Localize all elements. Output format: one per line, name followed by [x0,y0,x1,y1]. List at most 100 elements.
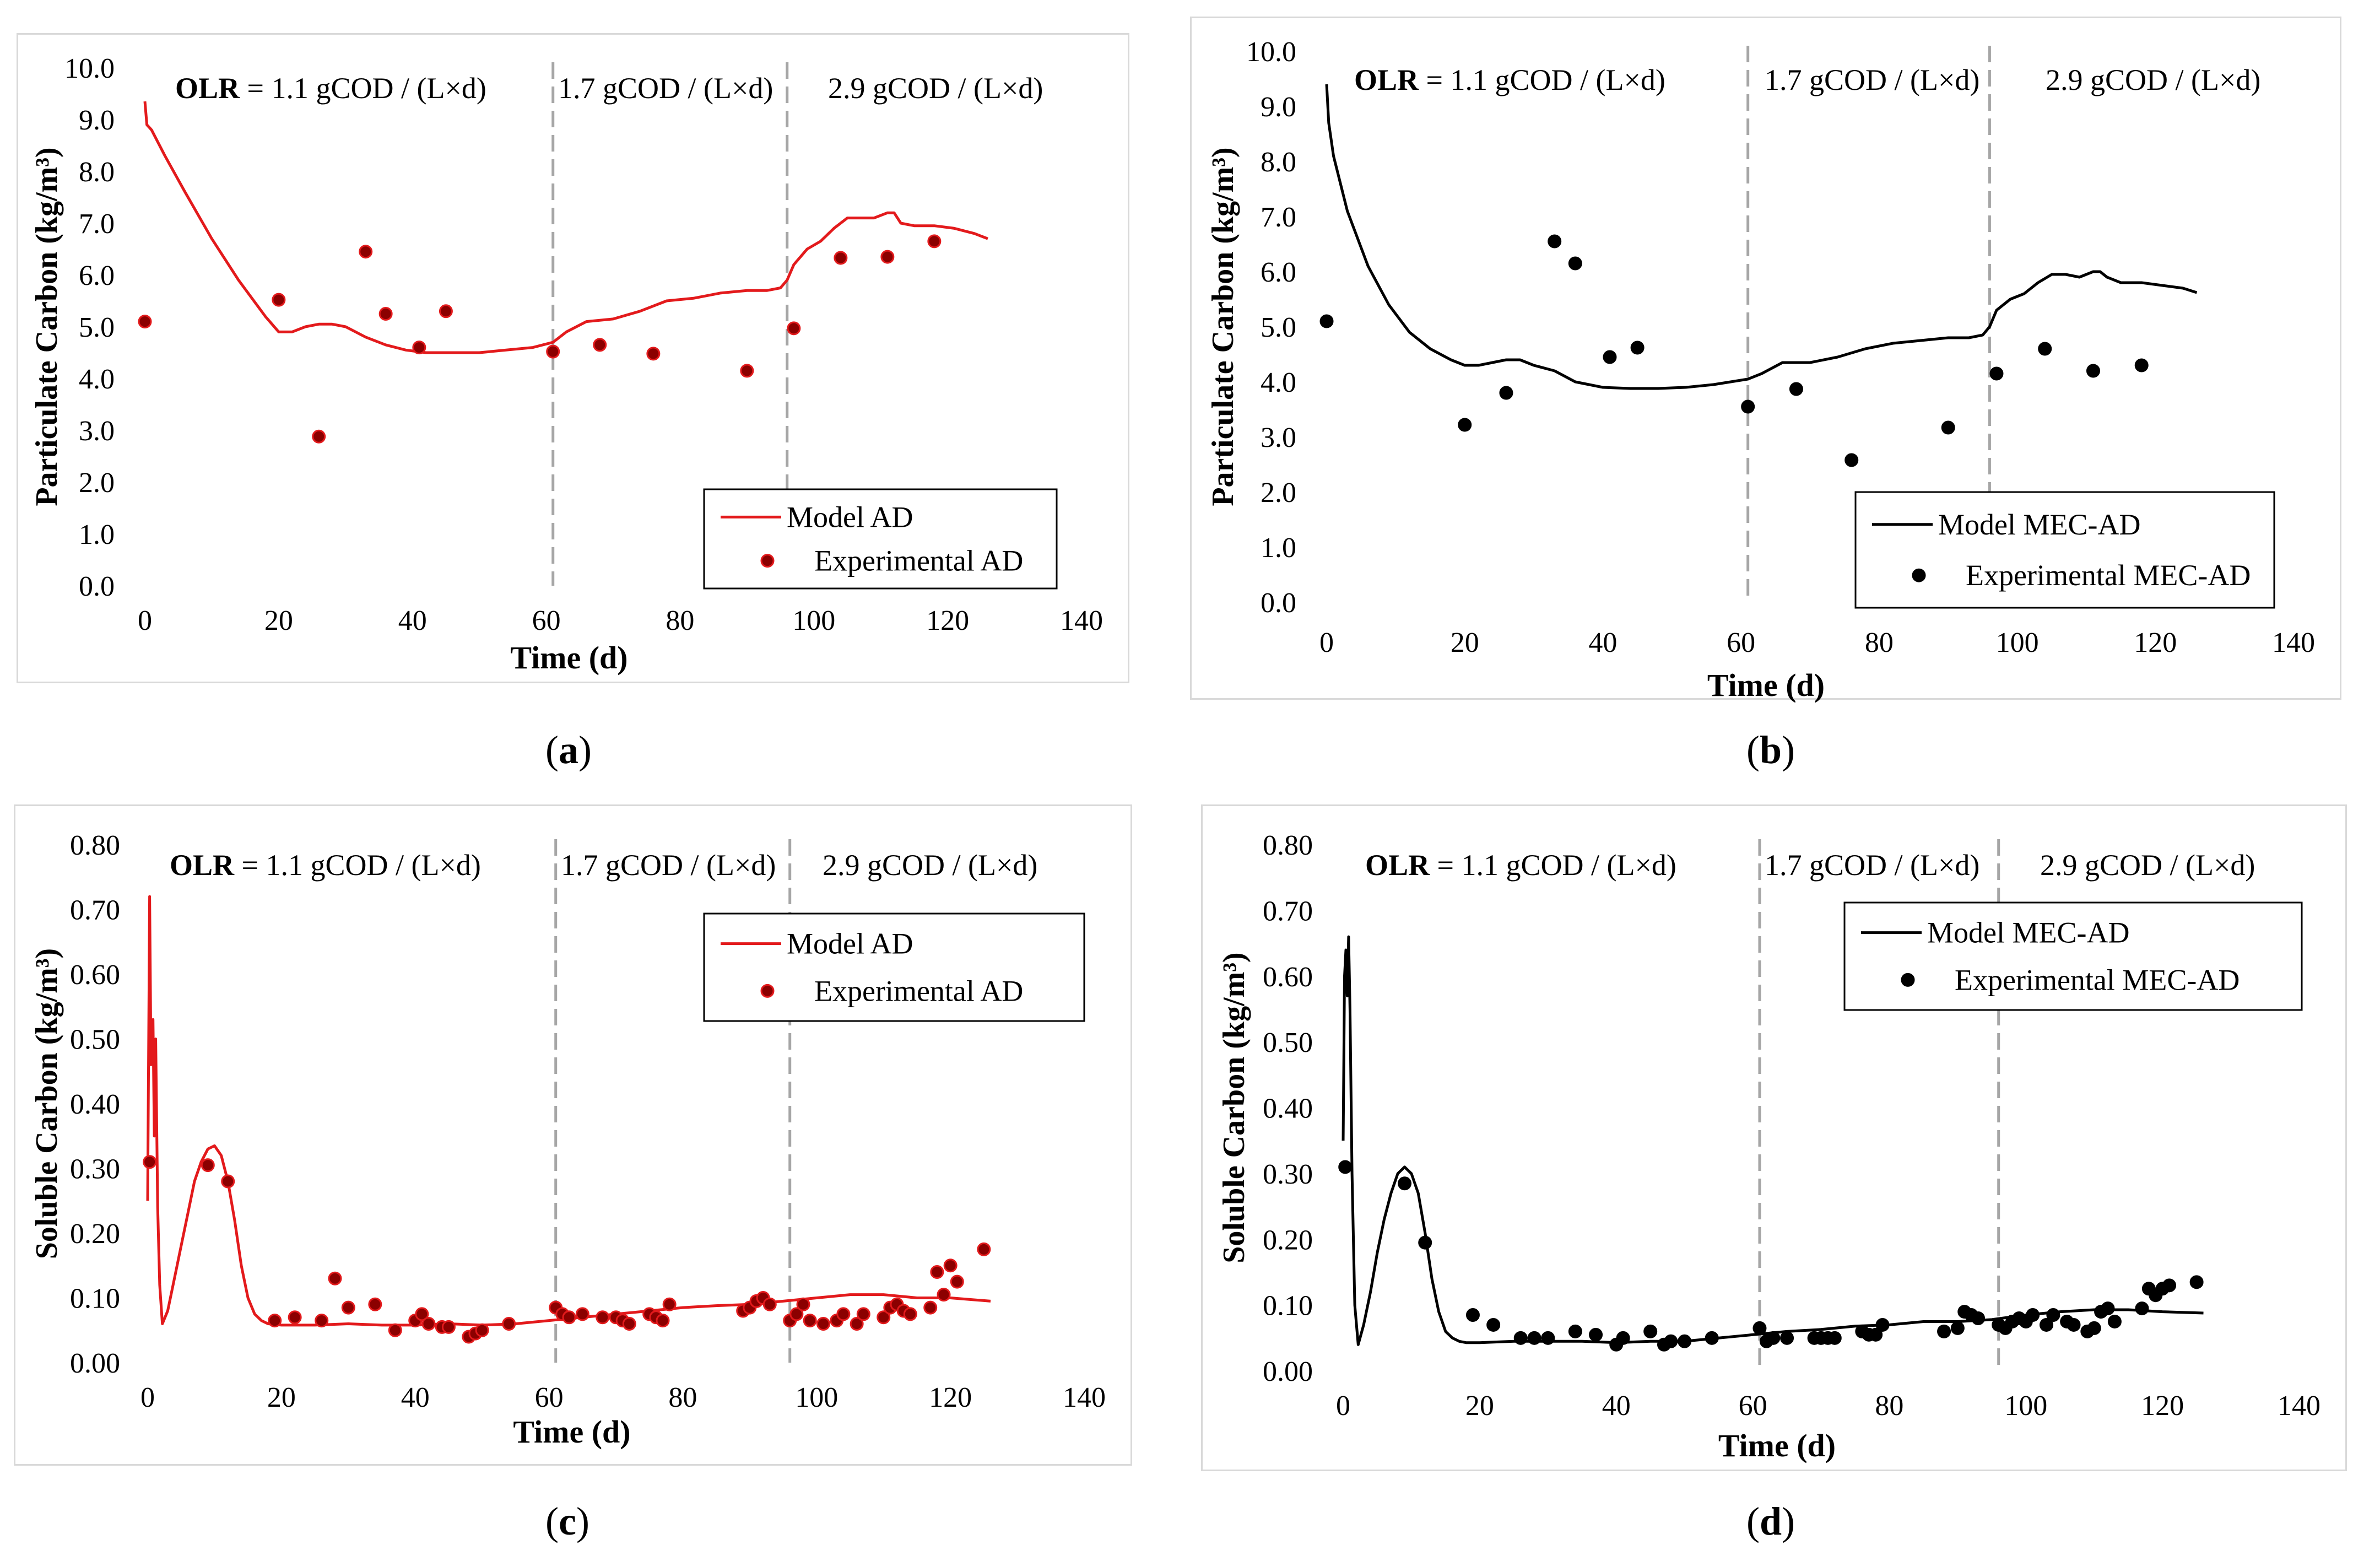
experimental-point [2107,1314,2122,1328]
experimental-point [1541,1331,1555,1345]
experimental-point [1741,399,1755,414]
model-series-line [146,895,991,1327]
experimental-point [2086,364,2100,378]
x-tick-label: 20 [264,605,293,636]
experimental-point [923,1300,938,1315]
phase-label: 2.9 gCOD / (L×d) [823,849,1037,882]
experimental-point [221,1174,235,1189]
experimental-point [1780,1331,1794,1345]
y-tick-label: 9.0 [79,105,115,136]
experimental-point [546,344,560,359]
x-tick-label: 40 [401,1382,430,1413]
y-tick-label: 8.0 [79,156,115,188]
x-tick-label: 20 [1451,627,1479,658]
experimental-point [622,1317,636,1331]
y-tick-label: 5.0 [1261,312,1296,343]
experimental-point [950,1274,964,1289]
experimental-point [575,1307,589,1321]
phase-label-text: = 1.1 gCOD / (L×d) [240,72,486,105]
x-axis-label: Time (d) [1707,667,1825,703]
y-tick-label: 0.20 [1263,1224,1313,1256]
legend-model-label: Model MEC-AD [1927,916,2129,949]
experimental-point [836,1307,851,1321]
experimental-point [2134,358,2149,372]
experimental-point [2189,1275,2204,1289]
experimental-point [816,1317,830,1331]
x-tick-label: 140 [2272,627,2315,658]
caption-d: (d) [1746,1499,1795,1543]
experimental-point [143,1155,157,1169]
experimental-point [1418,1235,1432,1250]
chart-d-svg: 0.00 0.10 0.20 0.30 0.40 0.50 0.60 0.70 0.80 0 20 4… [1217,830,2320,1463]
experimental-point [1789,382,1803,396]
phase-label-bold: OLR [175,72,240,105]
experimental-point [656,1314,670,1328]
experimental-point [328,1271,342,1285]
x-tick-label: 80 [1865,627,1894,658]
chart-b-svg: 0.0 1.0 2.0 3.0 4.0 5.0 6.0 7.0 8.0 9.0 10.0 0 20 40 6… [1206,36,2315,703]
y-tick-label: 0.50 [70,1024,120,1056]
y-tick-label: 0.60 [70,959,120,991]
experimental-point [2135,1301,2149,1316]
experimental-point [1548,234,1562,249]
legend-model-label: Model MEC-AD [1938,508,2140,541]
experimental-point [943,1258,958,1273]
experimental-point [415,1307,429,1321]
experimental-point [877,1310,891,1325]
legend-experimental-label: Experimental MEC-AD [1966,559,2251,592]
experimental-point [834,251,848,265]
x-tick-label: 120 [929,1382,972,1413]
legend-experimental-label: Experimental MEC-AD [1955,963,2240,996]
y-tick-label: 0.30 [70,1154,120,1185]
phase-label-text: 2.9 gCOD / (L×d) [2046,63,2260,96]
experimental-point [1752,1321,1767,1335]
y-tick-label: 3.0 [79,415,115,447]
experimental-point [937,1288,951,1302]
chart-panel-d: 0.00 0.10 0.20 0.30 0.40 0.50 0.60 0.70 0.80 0 20 4… [1201,804,2347,1471]
x-tick-label: 80 [668,1382,697,1413]
phase-label-text: 1.7 gCOD / (L×d) [561,849,776,882]
experimental-point [1766,1331,1781,1345]
experimental-point [662,1297,677,1311]
y-tick-label: 2.0 [1261,477,1296,509]
x-tick-label: 60 [532,605,561,636]
experimental-point [1989,366,2004,381]
y-tick-label: 0.0 [79,571,115,602]
y-tick-label: 4.0 [79,364,115,395]
chart-panel-b: 0.0 1.0 2.0 3.0 4.0 5.0 6.0 7.0 8.0 9.0 10.0 0 20 40 6… [1190,17,2341,703]
experimental-point [1458,418,1472,432]
experimental-point [272,293,286,307]
y-axis-label: Particulate Carbon (kg/m³) [1206,147,1240,506]
experimental-point [880,250,895,264]
experimental-point [441,1320,456,1334]
experimental-point [1589,1327,1603,1342]
y-tick-label: 0.60 [1263,962,1313,993]
experimental-point [378,307,393,321]
caption-d-letter: d [1759,1499,1782,1543]
experimental-point [201,1158,215,1173]
experimental-point [2046,1308,2060,1322]
phase-label: 1.7 gCOD / (L×d) [1765,849,1979,882]
experimental-point [1875,1317,1890,1332]
y-tick-label: 0.50 [1263,1027,1313,1058]
experimental-point [341,1300,355,1315]
caption-c: (c) [545,1499,589,1543]
experimental-point [1486,1317,1501,1332]
x-tick-label: 100 [2004,1390,2047,1422]
model-series-line [143,101,988,354]
phase-label-text: 1.7 gCOD / (L×d) [1765,849,1979,882]
legend-box [703,912,1085,1022]
experimental-point [2067,1317,2081,1332]
phase-label: OLR = 1.1 gCOD / (L×d) [175,72,486,105]
phase-label: 2.9 gCOD / (L×d) [828,72,1043,105]
phase-label: OLR = 1.1 gCOD / (L×d) [170,849,481,882]
y-tick-label: 0.70 [1263,895,1313,927]
x-tick-label: 60 [1739,1390,1767,1422]
experimental-point [2038,342,2052,356]
y-tick-label: 7.0 [1261,202,1296,233]
x-tick-label: 40 [1588,627,1617,658]
phase-label: OLR = 1.1 gCOD / (L×d) [1354,63,1665,96]
chart-c-svg: 0.00 0.10 0.20 0.30 0.40 0.50 0.60 0.70 0.80 0 20 4… [30,830,1106,1450]
x-axis-label: Time (d) [1718,1428,1836,1463]
caption-b: (b) [1746,728,1795,772]
